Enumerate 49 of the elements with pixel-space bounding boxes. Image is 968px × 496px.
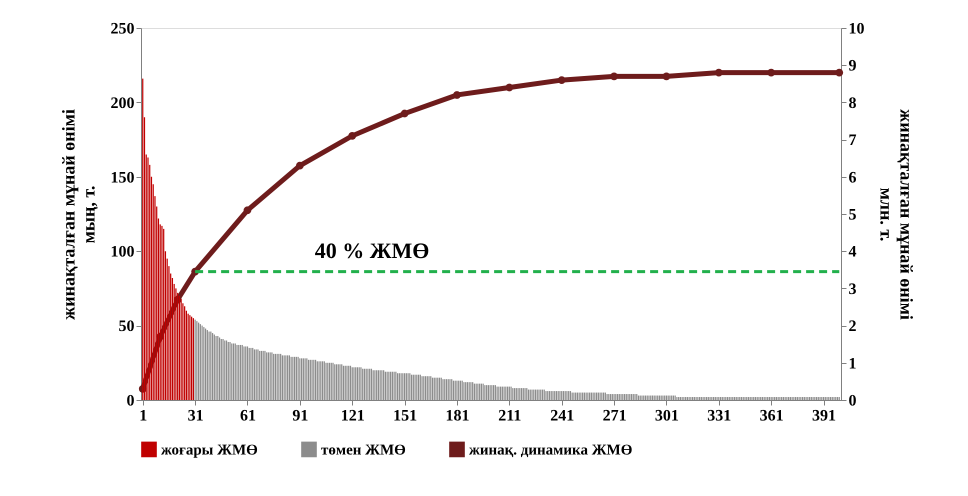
y2-tick-label: 1 xyxy=(848,355,856,372)
point xyxy=(835,68,844,77)
x-tick-label: 241 xyxy=(550,408,574,424)
x-tick-label: 91 xyxy=(292,408,308,424)
point xyxy=(558,76,566,84)
point xyxy=(767,68,776,77)
y2-tick-label: 9 xyxy=(848,58,856,75)
x-tick-label: 331 xyxy=(707,408,732,424)
legend-label: жоғары ЖМӨ xyxy=(161,442,258,458)
x-tick-label: 121 xyxy=(340,408,365,424)
point xyxy=(662,72,670,80)
y2-tick-label: 0 xyxy=(848,392,856,410)
y2-tick-label: 5 xyxy=(848,206,856,224)
x-tick-label: 391 xyxy=(812,408,836,424)
x-tick-label: 31 xyxy=(188,408,204,424)
x-tick-label: 361 xyxy=(760,408,784,424)
y-tick-label: 0 xyxy=(126,392,134,410)
point xyxy=(610,72,618,80)
y2-tick-label: 10 xyxy=(848,20,864,38)
point xyxy=(505,84,514,92)
y2-tick-label: 8 xyxy=(848,94,856,112)
legend-label: төмен ЖМӨ xyxy=(321,442,406,458)
point xyxy=(244,206,252,214)
y2-tick-label: 7 xyxy=(848,132,856,150)
y-tick-label: 150 xyxy=(110,169,134,186)
y-tick-label: 200 xyxy=(110,94,134,112)
y-tick-label: 50 xyxy=(118,318,134,336)
y2-tick-label: 2 xyxy=(848,318,856,336)
x-tick-label: 151 xyxy=(393,408,418,424)
y-tick-label: 100 xyxy=(110,244,134,261)
y2-tick-label: 4 xyxy=(848,244,856,261)
x-tick-label: 301 xyxy=(654,408,679,424)
x-tick-label: 211 xyxy=(498,408,522,424)
point xyxy=(714,68,723,77)
x-tick-label: 1 xyxy=(139,408,148,424)
x-tick-label: 181 xyxy=(445,408,470,424)
point xyxy=(348,132,356,140)
y2-tick-label: 3 xyxy=(848,280,856,298)
legend-label: жинақ. динамика ЖМӨ xyxy=(469,442,632,458)
point xyxy=(453,91,461,99)
x-tick-label: 61 xyxy=(240,408,256,424)
y-axis-title: жинақталған мұнай өнімі мың, т. xyxy=(58,109,98,320)
y2-tick-label: 6 xyxy=(848,169,856,186)
y-tick-label: 250 xyxy=(110,20,134,38)
point xyxy=(400,110,408,118)
y2-axis-title: жинақталған мұнай өнімі млн. т. xyxy=(876,109,916,320)
x-tick-label: 271 xyxy=(602,408,627,424)
point xyxy=(296,162,304,170)
annotation: 40 % ЖМӨ xyxy=(314,238,430,264)
